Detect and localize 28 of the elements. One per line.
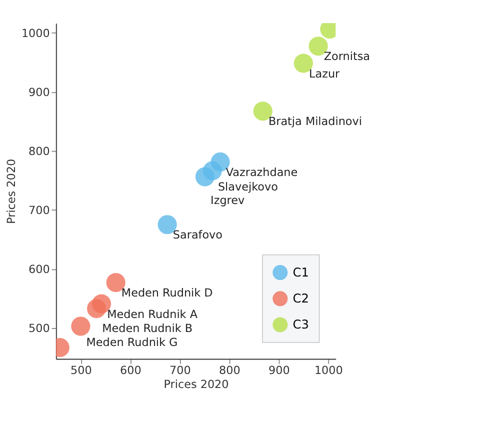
annotation: Meden Rudnik G <box>86 336 178 349</box>
x-tick-label: 1000 <box>314 364 343 378</box>
x-tick-label: 800 <box>219 364 240 378</box>
annotation: Vazrazhdane <box>226 166 298 179</box>
x-axis-title: Prices 2020 <box>164 378 229 392</box>
y-axis-title: Prices 2020 <box>4 158 18 224</box>
y-tick-label: 800 <box>28 144 50 158</box>
legend-label: C2 <box>292 291 309 306</box>
annotation: Zornitsa <box>324 50 370 64</box>
y-tick-label: 500 <box>28 322 50 336</box>
x-tick-label: 700 <box>169 364 191 378</box>
annotation: Meden Rudnik D <box>121 286 213 300</box>
y-tick-label: 900 <box>28 86 50 99</box>
x-tick-label: 500 <box>70 364 92 378</box>
annotation: Lazur <box>309 67 340 80</box>
annotation: Slavejkovo <box>218 180 278 194</box>
y-tick-label: 600 <box>28 263 50 276</box>
annotation: Izgrev <box>210 194 246 207</box>
annotation: Bratja Miladinovi <box>268 115 362 128</box>
legend-label: C1 <box>292 265 309 280</box>
annotation: Meden Rudnik B <box>102 322 193 335</box>
y-tick-label: 1000 <box>21 26 50 40</box>
x-tick-label: 900 <box>268 364 290 378</box>
annotation: Sarafovo <box>172 228 223 242</box>
annotation: Meden Rudnik A <box>107 308 198 321</box>
x-tick-label: 600 <box>120 364 142 378</box>
legend-label: C3 <box>292 317 309 332</box>
y-tick-label: 700 <box>28 204 50 218</box>
